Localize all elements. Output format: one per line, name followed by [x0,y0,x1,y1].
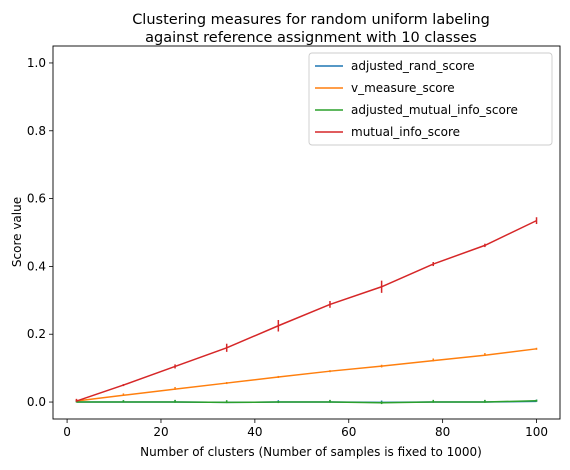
legend-label: adjusted_mutual_info_score [351,103,518,117]
legend-item-adjusted_rand_score: adjusted_rand_score [315,59,475,73]
chart-title-line-1: Clustering measures for random uniform l… [132,12,490,28]
series-line [76,348,537,402]
series-layer [75,217,538,405]
legend: adjusted_rand_score v_measure_scoreadjust… [308,52,553,146]
x-tick-label: 20 [153,425,168,439]
legend-item-adjusted_mutual_info_score: adjusted_mutual_info_score [315,103,518,117]
legend-label: v_measure_score [351,81,455,95]
series-mutual_info_score [75,217,538,402]
y-axis-label: Score value [10,197,24,267]
legend-frame [308,52,553,146]
x-tick-label: 60 [341,425,356,439]
series-line [76,399,537,404]
y-tick-label: 0.8 [27,124,46,138]
x-tick-label: 0 [63,425,71,439]
y-tick-label: 1.0 [27,56,46,70]
chart-title-line-2: against reference assignment with 10 cla… [145,30,477,46]
legend-label: adjusted_rand_score [351,59,475,73]
y-tick-label: 0.6 [27,192,46,206]
legend-label: mutual_info_score [351,125,460,139]
x-axis: 0 20 40 60 80 100 [63,419,548,439]
x-tick-label: 40 [247,425,262,439]
y-tick-label: 0.0 [27,395,46,409]
y-tick-label: 0.4 [27,259,46,273]
legend-item-v_measure_score: v_measure_score [315,81,455,95]
x-axis-label: Number of clusters (Number of samples is… [140,445,482,459]
x-tick-label: 80 [435,425,450,439]
y-tick-label: 0.2 [27,327,46,341]
series-line [76,219,537,402]
y-axis: 0.0 0.2 0.4 0.6 0.8 1.0 [27,56,53,409]
x-tick-label: 100 [525,425,548,439]
series-adjusted_mutual_info_score [75,399,538,405]
legend-item-mutual_info_score: mutual_info_score [315,125,460,139]
